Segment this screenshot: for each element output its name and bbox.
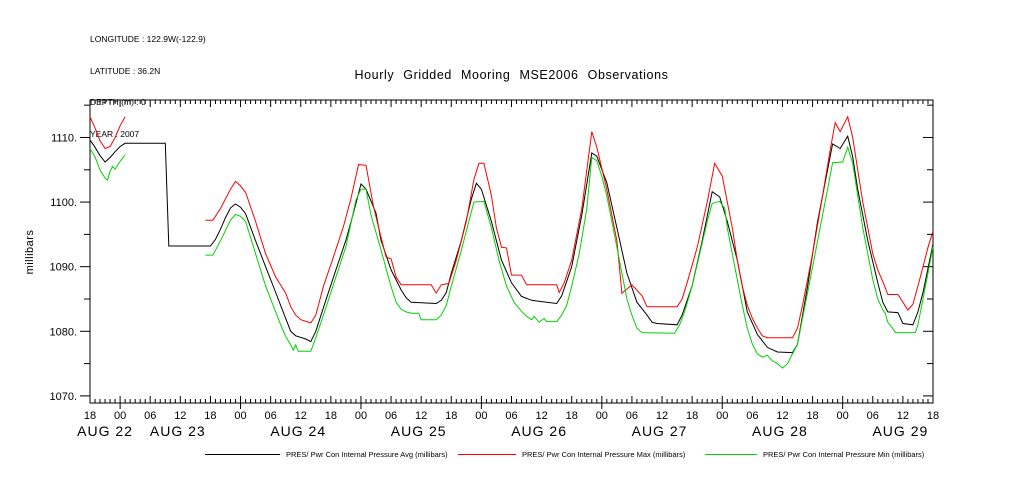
legend-swatch-max-line <box>458 453 516 455</box>
x-hour-label: 18 <box>566 410 578 422</box>
x-day-label: AUG 22 <box>77 423 133 439</box>
metadata-block: LONGITUDE : 122.9W(-122.9) LATITUDE : 36… <box>90 13 206 160</box>
legend: PRES/ Pwr Con Internal Pressure Avg (mil… <box>0 446 1009 466</box>
legend-label-avg: PRES/ Pwr Con Internal Pressure Avg (mil… <box>286 449 448 459</box>
x-hour-label: 00 <box>596 410 608 422</box>
x-hour-label: 18 <box>686 410 698 422</box>
x-hour-label: 12 <box>535 410 547 422</box>
page-title: Hourly Gridded Mooring MSE2006 Observati… <box>354 68 669 82</box>
legend-item-min: PRES/ Pwr Con Internal Pressure Min (mil… <box>705 446 924 462</box>
x-hour-label: 00 <box>114 410 126 422</box>
x-hour-label: 00 <box>475 410 487 422</box>
meta-depth: DEPTH (m) : 0 <box>90 97 146 107</box>
y-tick-label: 1100. <box>50 197 77 209</box>
series-line-min <box>205 145 934 369</box>
x-hour-label: 18 <box>806 410 818 422</box>
legend-swatch-min-line <box>705 453 757 455</box>
x-hour-label: 12 <box>415 410 427 422</box>
x-hour-label: 00 <box>716 410 728 422</box>
x-hour-label: 06 <box>385 410 397 422</box>
x-hour-label: 06 <box>867 410 879 422</box>
x-hour-label: 00 <box>355 410 367 422</box>
meta-longitude: LONGITUDE : 122.9W(-122.9) <box>90 34 206 44</box>
x-hour-label: 18 <box>204 410 216 422</box>
y-tick-label: 1080. <box>49 326 77 338</box>
meta-latitude: LATITUDE : 36.2N <box>90 65 161 76</box>
x-hour-label: 18 <box>84 410 96 422</box>
y-tick-label: 1110. <box>51 132 77 144</box>
x-hour-label: 12 <box>897 410 909 422</box>
series-line-max <box>89 116 126 150</box>
legend-label-min: PRES/ Pwr Con Internal Pressure Min (mil… <box>763 449 925 459</box>
x-hour-label: 12 <box>776 410 788 422</box>
legend-item-avg: PRES/ Pwr Con Internal Pressure Avg (mil… <box>205 446 448 462</box>
x-day-label: AUG 28 <box>752 423 808 439</box>
series-line-min <box>89 148 126 181</box>
x-hour-label: 06 <box>626 410 638 422</box>
plot-box <box>89 99 934 404</box>
x-day-label: AUG 24 <box>270 423 326 439</box>
x-hour-label: 12 <box>174 410 186 422</box>
x-hour-label: 06 <box>746 410 758 422</box>
y-tick-label: 1090. <box>49 262 77 274</box>
x-hour-label: 00 <box>837 410 849 422</box>
x-day-label: AUG 23 <box>150 423 206 439</box>
x-hour-label: 06 <box>505 410 517 422</box>
legend-item-max: PRES/ Pwr Con Internal Pressure Max (mil… <box>458 446 685 462</box>
x-hour-label: 12 <box>295 410 307 422</box>
x-hour-label: 00 <box>234 410 246 422</box>
x-hour-label: 18 <box>325 410 337 422</box>
y-tick-label: 1070. <box>49 391 77 403</box>
x-hour-label: 18 <box>927 410 939 422</box>
x-hour-label: 18 <box>445 410 457 422</box>
x-day-label: AUG 29 <box>872 423 928 439</box>
x-day-label: AUG 27 <box>632 423 688 439</box>
x-hour-label: 06 <box>144 410 156 422</box>
x-day-label: AUG 25 <box>391 423 447 439</box>
x-hour-label: 12 <box>656 410 668 422</box>
x-day-label: AUG 26 <box>511 423 567 439</box>
x-hour-label: 06 <box>265 410 277 422</box>
legend-label-max: PRES/ Pwr Con Internal Pressure Max (mil… <box>522 449 686 459</box>
series-line-avg <box>89 134 934 354</box>
legend-swatch-avg-line <box>205 453 280 455</box>
series-line-max <box>205 115 934 339</box>
